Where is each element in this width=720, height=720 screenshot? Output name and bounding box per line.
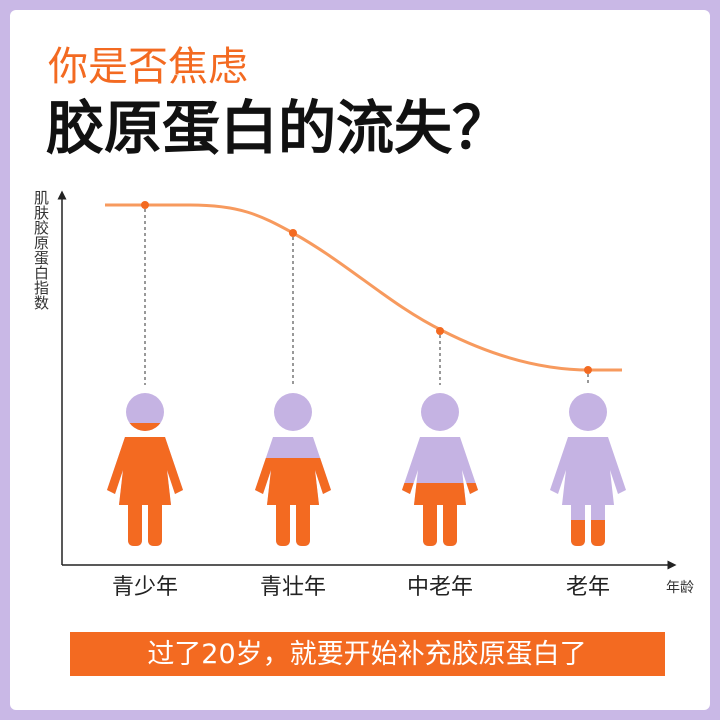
x-axis-label: 年龄 <box>666 580 694 596</box>
figure <box>402 393 478 546</box>
figure <box>255 393 331 546</box>
curve-point <box>584 366 592 374</box>
curve <box>105 203 622 372</box>
figures: 青少年 青壮年 中老年 老年 <box>107 201 626 600</box>
title: 胶原蛋白的流失？ <box>46 94 510 162</box>
subtitle: 你是否焦虑 <box>48 44 248 90</box>
curve-point <box>141 201 149 209</box>
curve-point <box>436 327 444 335</box>
banner-bg <box>70 632 665 676</box>
stage-label: 青壮年 <box>260 575 326 600</box>
stage-label: 青少年 <box>112 575 178 600</box>
stage-label: 中老年 <box>407 575 473 600</box>
stage-label: 老年 <box>566 575 610 600</box>
curve-point <box>289 229 297 237</box>
card <box>10 10 710 710</box>
y-axis-label: 肌肤胶原蛋白指数 <box>32 190 50 310</box>
figure <box>107 393 183 546</box>
banner: 过了20岁，就要开始补充胶原蛋白了 <box>147 639 586 670</box>
figure <box>550 393 626 546</box>
